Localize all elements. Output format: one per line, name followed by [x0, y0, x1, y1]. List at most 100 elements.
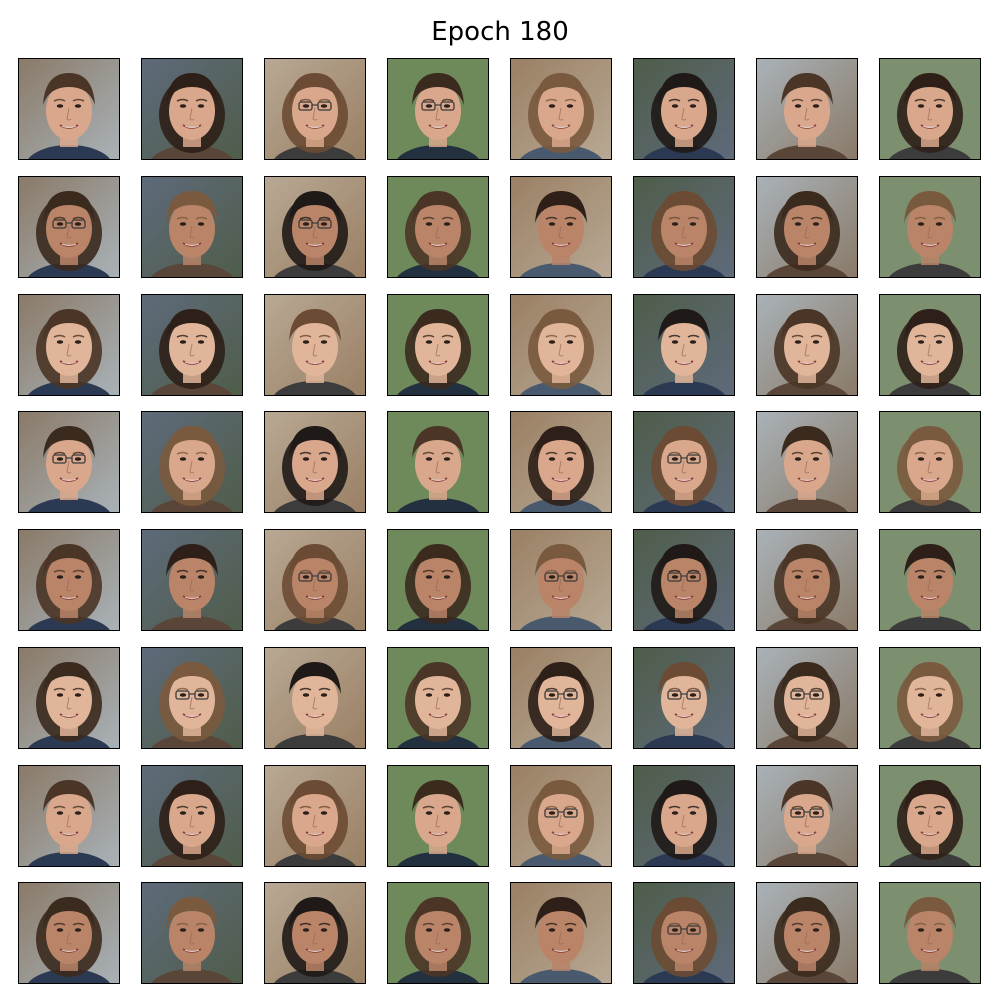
face-sample — [510, 765, 612, 867]
face-image — [19, 177, 119, 277]
face-sample — [756, 294, 858, 396]
face-sample — [264, 294, 366, 396]
face-image — [19, 59, 119, 159]
face-image — [265, 412, 365, 512]
face-image — [142, 412, 242, 512]
face-image — [880, 177, 980, 277]
face-image — [142, 295, 242, 395]
face-sample — [387, 882, 489, 984]
face-image — [142, 766, 242, 866]
face-image — [634, 883, 734, 983]
face-sample — [633, 176, 735, 278]
face-image — [757, 530, 857, 630]
face-sample — [510, 294, 612, 396]
face-sample — [510, 176, 612, 278]
face-image — [388, 412, 488, 512]
face-image — [142, 883, 242, 983]
face-sample — [756, 765, 858, 867]
face-sample — [756, 58, 858, 160]
face-image — [511, 648, 611, 748]
face-sample — [141, 411, 243, 513]
face-sample — [18, 58, 120, 160]
face-image — [265, 59, 365, 159]
face-image — [388, 530, 488, 630]
face-sample — [141, 647, 243, 749]
face-sample — [879, 647, 981, 749]
face-image — [757, 177, 857, 277]
face-sample — [879, 58, 981, 160]
face-image — [19, 412, 119, 512]
face-sample — [756, 647, 858, 749]
face-image — [880, 59, 980, 159]
face-image — [511, 530, 611, 630]
face-sample — [756, 882, 858, 984]
face-image — [388, 883, 488, 983]
figure-title: Epoch 180 — [431, 17, 569, 47]
face-sample — [264, 647, 366, 749]
face-sample — [756, 411, 858, 513]
face-image — [757, 883, 857, 983]
face-sample — [879, 294, 981, 396]
face-image — [757, 295, 857, 395]
face-image — [511, 412, 611, 512]
face-sample — [264, 882, 366, 984]
face-image — [388, 177, 488, 277]
face-sample — [264, 529, 366, 631]
face-sample — [879, 882, 981, 984]
face-sample — [18, 765, 120, 867]
face-sample — [18, 176, 120, 278]
face-sample — [141, 882, 243, 984]
face-image — [511, 766, 611, 866]
face-sample — [633, 58, 735, 160]
face-image — [388, 648, 488, 748]
face-image — [880, 412, 980, 512]
face-image — [634, 530, 734, 630]
face-sample — [510, 529, 612, 631]
face-sample — [633, 411, 735, 513]
face-sample — [633, 647, 735, 749]
face-image — [634, 177, 734, 277]
face-image — [511, 883, 611, 983]
face-sample — [879, 411, 981, 513]
face-sample — [264, 58, 366, 160]
face-image — [265, 766, 365, 866]
face-sample — [18, 882, 120, 984]
face-sample — [387, 294, 489, 396]
face-sample — [18, 294, 120, 396]
face-sample — [879, 176, 981, 278]
face-sample — [387, 765, 489, 867]
face-sample — [141, 176, 243, 278]
face-sample — [18, 647, 120, 749]
face-sample — [756, 176, 858, 278]
face-sample — [510, 882, 612, 984]
face-sample — [879, 529, 981, 631]
face-image — [634, 648, 734, 748]
face-sample — [264, 411, 366, 513]
face-sample — [387, 176, 489, 278]
face-sample — [141, 529, 243, 631]
face-image — [265, 530, 365, 630]
face-image — [511, 295, 611, 395]
face-sample — [756, 529, 858, 631]
face-sample — [18, 411, 120, 513]
face-image — [142, 59, 242, 159]
face-image — [880, 530, 980, 630]
face-sample — [264, 176, 366, 278]
face-image — [19, 530, 119, 630]
face-image — [757, 766, 857, 866]
face-sample — [387, 411, 489, 513]
face-image — [388, 295, 488, 395]
face-image — [265, 177, 365, 277]
face-image — [142, 177, 242, 277]
face-sample — [141, 294, 243, 396]
face-image — [880, 295, 980, 395]
face-sample — [633, 294, 735, 396]
face-image — [634, 59, 734, 159]
face-image — [19, 766, 119, 866]
face-image — [19, 295, 119, 395]
face-image — [880, 766, 980, 866]
face-image — [19, 648, 119, 748]
face-image — [142, 648, 242, 748]
face-image — [634, 295, 734, 395]
